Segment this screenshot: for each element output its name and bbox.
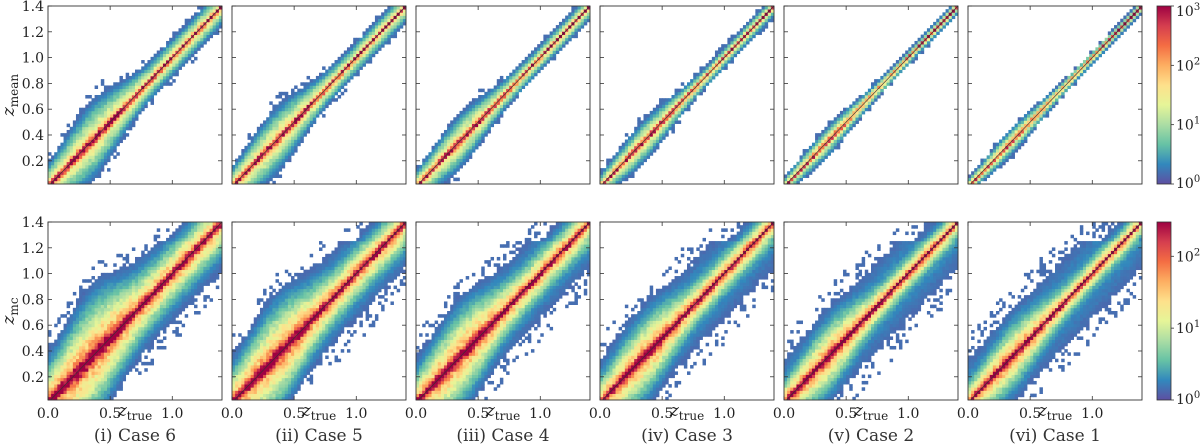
heatmap-panel-mean-2: [231, 5, 407, 185]
heatmap-panel-mean-4: [599, 5, 775, 185]
x-axis-label: ztrue: [301, 401, 336, 423]
y-tick-label: 0.2: [22, 370, 44, 386]
x-tick-label: 0.0: [589, 406, 611, 422]
y-tick-label: 1.4: [22, 215, 44, 231]
panel-frame: [415, 5, 591, 185]
x-tick-label: 0.0: [405, 406, 427, 422]
y-axis-label-mean: zmean: [0, 74, 21, 118]
x-tick-label: 1.0: [1081, 406, 1103, 422]
diagonal-line: [970, 221, 1143, 401]
y-tick-label: 0.4: [22, 128, 44, 144]
panel-caption: (vi) Case 1: [1009, 426, 1101, 446]
x-tick-label: 0.5: [835, 406, 857, 422]
colorbar-tick-label: 101: [1176, 116, 1200, 134]
colorbar-tick-label: 100: [1176, 390, 1200, 408]
x-tick-label: 0.5: [99, 406, 121, 422]
heatmap-panel-mc-1: [47, 221, 223, 401]
x-axis-label: ztrue: [485, 401, 520, 423]
panel-frame: [599, 221, 775, 401]
panel-frame: [599, 5, 775, 185]
x-axis-label: ztrue: [117, 401, 152, 423]
x-tick-label: 1.0: [713, 406, 735, 422]
diagonal-line: [786, 221, 959, 401]
y-tick-label: 1.0: [22, 51, 44, 67]
heatmap-panel-mc-4: [599, 221, 775, 401]
diagonal-line: [602, 5, 775, 185]
diagonal-line: [970, 5, 1143, 185]
colorbar-tick-label: 103: [1176, 2, 1200, 20]
diagonal-line: [418, 221, 591, 401]
panel-caption: (iv) Case 3: [641, 426, 733, 446]
diagonal-line: [234, 221, 407, 401]
y-tick-label: 0.2: [22, 154, 44, 170]
y-tick-label: 0.6: [22, 318, 44, 334]
heatmap-panel-mc-6: [967, 221, 1143, 401]
y-tick-label: 0.6: [22, 102, 44, 118]
panel-frame: [231, 221, 407, 401]
y-tick-label: 1.2: [22, 241, 44, 257]
panel-caption: (ii) Case 5: [275, 426, 363, 446]
diagonal-line: [602, 221, 775, 401]
panel-frame: [47, 221, 223, 401]
x-tick-label: 0.0: [221, 406, 243, 422]
y-axis-label-mc: zmc: [0, 297, 21, 325]
panels-layer: [47, 5, 1174, 401]
panel-frame: [231, 5, 407, 185]
x-tick-label: 0.5: [467, 406, 489, 422]
x-tick-label: 0.0: [957, 406, 979, 422]
x-tick-label: 0.5: [651, 406, 673, 422]
colorbar-mean: [1156, 5, 1174, 185]
x-tick-label: 0.5: [283, 406, 305, 422]
y-tick-label: 1.0: [22, 267, 44, 283]
colorbar-tick-label: 101: [1176, 319, 1200, 337]
x-axis-label: ztrue: [853, 401, 888, 423]
x-tick-label: 1.0: [345, 406, 367, 422]
heatmap-panel-mc-2: [231, 221, 407, 401]
x-axis-label: ztrue: [669, 401, 704, 423]
colorbar-mc: [1156, 221, 1174, 401]
heatmap-panel-mean-5: [783, 5, 959, 185]
x-axis-label: ztrue: [1037, 401, 1072, 423]
diagonal-line: [786, 5, 959, 185]
panel-frame: [415, 221, 591, 401]
x-tick-label: 1.0: [897, 406, 919, 422]
x-tick-label: 1.0: [161, 406, 183, 422]
panel-frame: [47, 5, 223, 185]
y-tick-label: 0.8: [22, 76, 44, 92]
x-tick-label: 0.0: [773, 406, 795, 422]
colorbar-tick-label: 102: [1176, 247, 1200, 265]
x-tick-label: 1.0: [529, 406, 551, 422]
colorbar-tick-label: 102: [1176, 56, 1200, 74]
x-tick-label: 0.5: [1019, 406, 1041, 422]
panel-frame: [967, 5, 1143, 185]
diagonal-line: [50, 221, 223, 401]
diagonal-line: [418, 5, 591, 185]
panel-frame: [967, 221, 1143, 401]
y-tick-label: 1.2: [22, 25, 44, 41]
y-tick-label: 0.8: [22, 292, 44, 308]
panel-caption: (v) Case 2: [828, 426, 914, 446]
panel-frame: [783, 5, 959, 185]
heatmap-panel-mean-6: [967, 5, 1143, 185]
diagonal-line: [50, 5, 223, 185]
heatmap-panel-mean-1: [47, 5, 223, 185]
panel-caption: (i) Case 6: [94, 426, 176, 446]
diagonal-line: [234, 5, 407, 185]
heatmap-panel-mean-3: [415, 5, 591, 185]
panel-caption: (iii) Case 4: [456, 426, 549, 446]
y-tick-label: 1.4: [22, 0, 44, 15]
y-tick-label: 0.4: [22, 344, 44, 360]
heatmap-panel-mc-3: [415, 221, 591, 401]
panel-frame: [783, 221, 959, 401]
colorbar-tick-label: 100: [1176, 174, 1200, 192]
x-tick-label: 0.0: [37, 406, 59, 422]
heatmap-panel-mc-5: [783, 221, 959, 401]
